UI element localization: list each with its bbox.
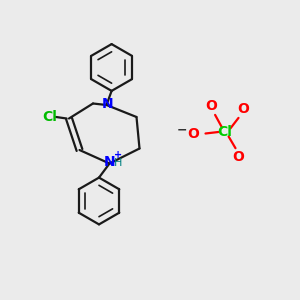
Text: O: O	[232, 150, 244, 164]
Text: O: O	[237, 102, 249, 116]
Text: −: −	[176, 123, 187, 136]
Text: H: H	[114, 158, 123, 168]
Text: Cl: Cl	[42, 110, 57, 124]
Text: Cl: Cl	[218, 125, 232, 139]
Text: O: O	[206, 99, 218, 113]
Text: N: N	[102, 97, 114, 111]
Text: O: O	[187, 127, 199, 140]
Text: +: +	[114, 150, 122, 160]
Text: N: N	[104, 155, 115, 169]
